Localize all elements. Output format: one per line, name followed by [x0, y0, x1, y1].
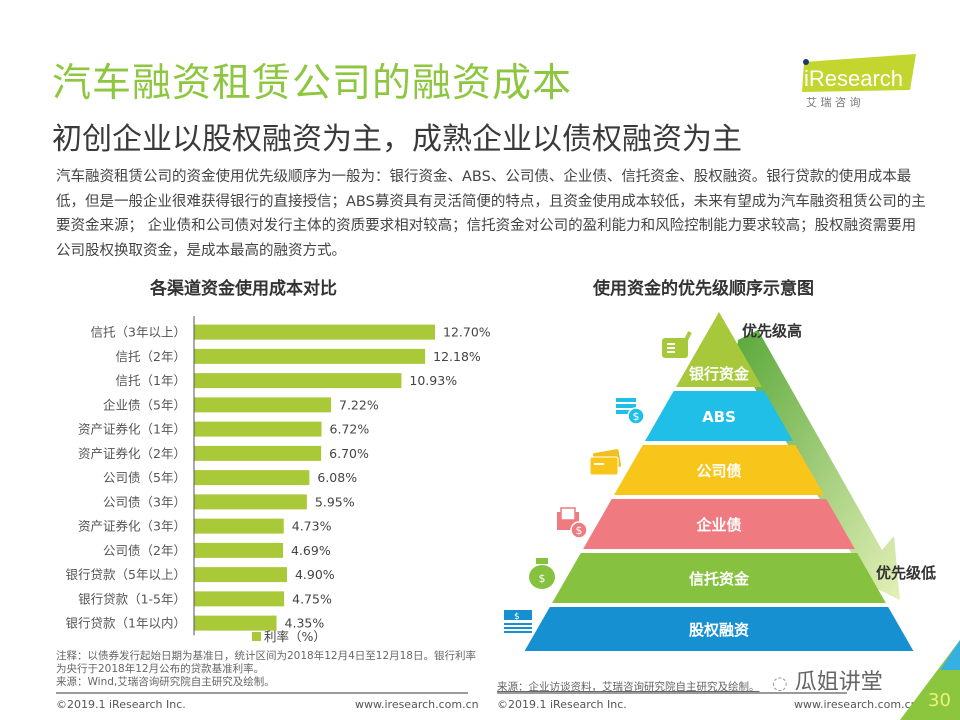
watermark: ◌ 瓜姐讲堂 [772, 664, 883, 696]
intro-paragraph: 汽车融资租赁公司的资金使用优先级顺序为一般为：银行资金、ABS、公司债、企业债、… [56, 169, 926, 259]
copyright-left: ©2019.1 iResearch Inc. [56, 698, 186, 711]
priority-high-label: 优先级高 [742, 322, 802, 340]
coin-stack-icon: $ [616, 398, 645, 425]
value-label: 12.18% [433, 349, 481, 364]
pyramid-tier [524, 607, 914, 651]
note-text: 注释：以债券发行起始日期为基准日，统计区间为2018年12月4日至12月18日。… [56, 650, 476, 675]
website-right[interactable]: www.iresearch.com.cn [794, 698, 918, 711]
category-label: 银行贷款（1年以内） [66, 616, 186, 631]
category-label: 公司债（3年） [103, 494, 186, 509]
priority-arrow [736, 330, 900, 600]
pyramid-tier [675, 312, 763, 387]
value-label: 4.35% [285, 616, 325, 631]
page-corner-decoration: 30 [900, 640, 960, 720]
pyramid-source: 来源：企业访谈资料，艾瑞咨询研究院自主研究及绘制。 [497, 681, 760, 693]
category-label: 信托（1年） [116, 373, 186, 388]
value-label: 4.73% [292, 519, 332, 534]
bar [194, 397, 332, 413]
page-subtitle: 初创企业以股权融资为主，成熟企业以债权融资为主 [52, 122, 742, 157]
bar-chart: 信托（3年以上） 12.70% 信托（2年） 12.18% 信托（1年） 10.93% 企业… [66, 316, 491, 644]
bar-chart-notes: 注释：以债券发行起始日期为基准日，统计区间为2018年12月4日至12月18日。… [56, 650, 476, 689]
bar-chart-title: 各渠道资金使用成本对比 [150, 279, 337, 299]
bar [194, 494, 307, 510]
pyramid-tier [583, 499, 855, 549]
cash-stack-icon: $ [504, 610, 532, 633]
logo-text: iResearch [804, 66, 903, 91]
category-label: 银行贷款（1-5年） [78, 591, 186, 606]
category-label: 信托（2年） [116, 349, 186, 364]
legend: 利率（%） [252, 629, 326, 644]
tier-label: 企业债 [695, 516, 741, 534]
value-label: 4.75% [292, 591, 332, 606]
bar [194, 591, 285, 607]
pyramid-tier [614, 445, 824, 495]
value-label: 12.70% [443, 325, 491, 340]
category-label: 资产证券化（1年） [78, 422, 186, 437]
category-label: 信托（3年以上） [91, 325, 186, 340]
bar [194, 324, 435, 340]
copyright-right: ©2019.1 iResearch Inc. [497, 698, 627, 711]
bar [194, 470, 310, 486]
pyramid-tier [552, 553, 886, 603]
category-label: 银行贷款（5年以上） [66, 567, 186, 582]
category-label: 公司债（5年） [103, 470, 186, 485]
value-label: 7.22% [339, 397, 379, 412]
bar [194, 567, 287, 583]
svg-text:$: $ [633, 410, 640, 423]
pyramid-tier [645, 391, 793, 441]
category-label: 公司债（2年） [103, 543, 186, 558]
tier-label: 股权融资 [689, 621, 749, 639]
source-text: 来源：Wind,艾瑞咨询研究院自主研究及绘制。 [56, 676, 275, 688]
divider [56, 692, 468, 694]
logo-subtext: 艾 瑞 咨 询 [806, 95, 861, 109]
divider [497, 692, 847, 694]
bar [194, 445, 322, 461]
document-pen-icon [662, 331, 692, 358]
legend-swatch [252, 632, 261, 641]
tier-label: 银行资金 [689, 365, 750, 383]
category-label: 企业债（5年） [103, 397, 186, 412]
iresearch-logo: iResearch 艾 瑞 咨 询 [802, 54, 916, 109]
value-label: 5.95% [315, 494, 355, 509]
page-number: 30 [928, 690, 951, 711]
watermark-text: 瓜姐讲堂 [794, 670, 883, 695]
invoice-dollar-icon: $ [557, 507, 588, 539]
tier-label: 信托资金 [689, 570, 750, 588]
website-left[interactable]: www.iresearch.com.cn [355, 698, 479, 711]
money-bag-icon: $ [529, 558, 555, 589]
svg-text:$: $ [539, 572, 546, 585]
category-label: 资产证券化（3年） [78, 519, 186, 534]
bar [194, 542, 283, 558]
category-label: 资产证券化（2年） [78, 446, 186, 461]
wechat-icon: ◌ [772, 673, 788, 694]
tier-label: ABS [702, 408, 736, 426]
priority-low-label: 优先级低 [876, 564, 936, 582]
svg-text:$: $ [576, 524, 583, 537]
value-label: 4.90% [295, 567, 335, 582]
bar [194, 348, 426, 364]
bar [194, 421, 322, 437]
value-label: 6.08% [317, 470, 357, 485]
svg-text:$: $ [514, 612, 520, 622]
bar [194, 518, 284, 534]
legend-label: 利率（%） [264, 629, 326, 644]
value-label: 6.70% [329, 446, 369, 461]
credit-card-icon [589, 449, 622, 476]
bar [194, 373, 402, 389]
value-label: 6.72% [330, 422, 370, 437]
bar [194, 615, 277, 631]
value-label: 4.69% [291, 543, 331, 558]
pyramid-title: 使用资金的优先级顺序示意图 [593, 279, 814, 299]
tier-label: 公司债 [696, 462, 741, 480]
page-title: 汽车融资租赁公司的融资成本 [52, 61, 573, 106]
value-label: 10.93% [409, 373, 457, 388]
